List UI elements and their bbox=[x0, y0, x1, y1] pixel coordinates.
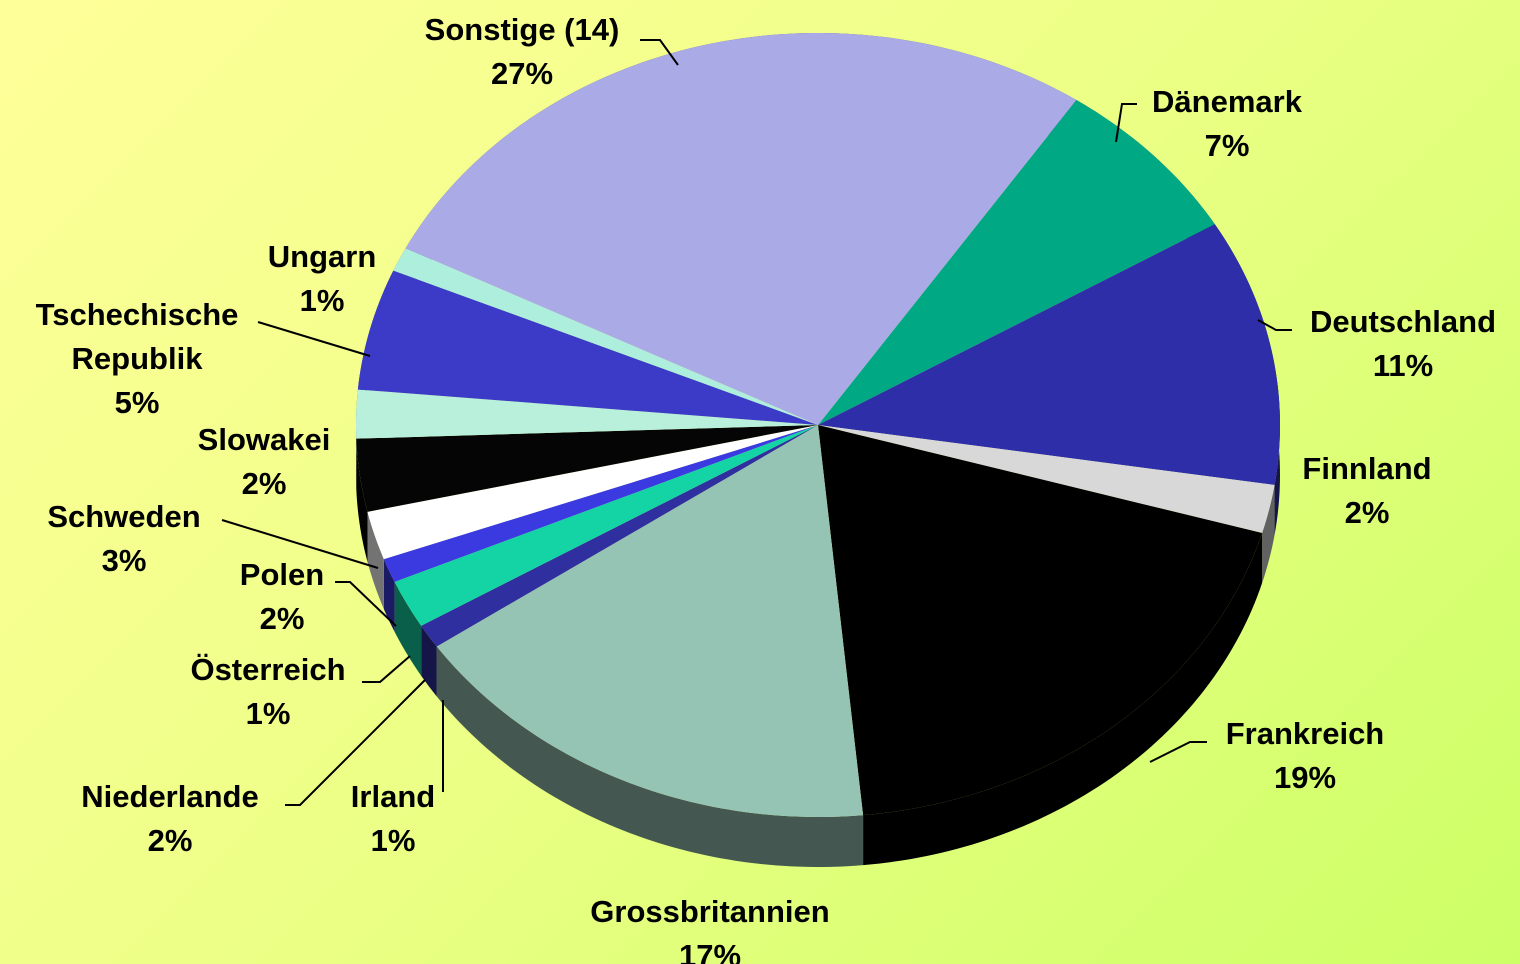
leader-line bbox=[257, 321, 371, 357]
value-label: 1% bbox=[245, 696, 291, 731]
category-label: Ungarn bbox=[267, 239, 377, 274]
slice bbox=[818, 425, 1263, 816]
slice-side bbox=[1262, 484, 1275, 584]
slice bbox=[818, 100, 1215, 425]
slice-side bbox=[421, 625, 437, 697]
category-label: Niederlande bbox=[81, 779, 259, 814]
slice-label: Tschechische Republik 5% bbox=[17, 293, 257, 425]
slice bbox=[818, 224, 1280, 485]
slice-label: Frankreich 19% bbox=[1145, 712, 1465, 800]
value-label: 3% bbox=[101, 543, 147, 578]
value-label: 2% bbox=[259, 601, 305, 636]
slice-label: Polen 2% bbox=[122, 553, 442, 641]
value-label: 2% bbox=[1344, 495, 1390, 530]
category-label: Tschechische Republik bbox=[35, 297, 239, 376]
category-label: Österreich bbox=[190, 652, 346, 687]
leader-line bbox=[362, 655, 411, 683]
category-label: Polen bbox=[239, 557, 325, 592]
value-label: 19% bbox=[1273, 760, 1337, 795]
leader-line bbox=[285, 679, 426, 806]
slice-label: Dänemark 7% bbox=[1067, 80, 1387, 168]
slice bbox=[357, 270, 818, 425]
slice-label: Slowakei 2% bbox=[104, 418, 424, 506]
slice bbox=[383, 425, 818, 582]
slice-label: Ungarn 1% bbox=[162, 235, 482, 323]
slice-side bbox=[356, 438, 368, 562]
category-label: Slowakei bbox=[197, 422, 331, 457]
category-label: Sonstige (14) bbox=[424, 12, 620, 47]
slice bbox=[367, 425, 818, 560]
category-label: Frankreich bbox=[1225, 716, 1385, 751]
leader-line bbox=[640, 39, 679, 66]
slice-label: Grossbritannien 17% bbox=[550, 890, 870, 964]
value-label: 11% bbox=[1372, 348, 1434, 383]
value-label: 2% bbox=[147, 823, 193, 858]
leader-line bbox=[1149, 741, 1207, 763]
slice bbox=[818, 425, 1275, 534]
value-label: 27% bbox=[490, 56, 554, 91]
value-label: 5% bbox=[114, 385, 160, 420]
leader-line bbox=[335, 581, 397, 627]
slice bbox=[394, 425, 818, 626]
leader-lines bbox=[221, 39, 1292, 806]
value-label: 1% bbox=[299, 283, 345, 318]
slice bbox=[436, 425, 864, 817]
category-label: Deutschland bbox=[1309, 304, 1497, 339]
slice-side bbox=[863, 533, 1263, 866]
slice bbox=[356, 389, 818, 439]
value-label: 2% bbox=[241, 466, 287, 501]
value-label: 1% bbox=[370, 823, 416, 858]
slice bbox=[356, 425, 818, 512]
slice bbox=[393, 248, 818, 425]
category-label: Grossbritannien bbox=[590, 894, 830, 929]
slice-side bbox=[394, 581, 422, 676]
slice-label: Finnland 2% bbox=[1207, 447, 1520, 535]
value-label: 17% bbox=[678, 938, 742, 964]
category-label: Dänemark bbox=[1152, 84, 1302, 119]
slice-label: Niederlande 2% bbox=[10, 775, 330, 863]
slice-label: Deutschland 11% bbox=[1243, 300, 1520, 388]
slice-side bbox=[367, 511, 384, 610]
category-label: Schweden bbox=[47, 499, 201, 534]
category-label: Finnland bbox=[1302, 451, 1432, 486]
slice-label: Irland 1% bbox=[233, 775, 553, 863]
leader-line bbox=[221, 519, 379, 569]
slice-label: Schweden 3% bbox=[0, 495, 284, 583]
slice bbox=[405, 33, 1077, 425]
pie-tops bbox=[356, 33, 1280, 817]
category-label: Irland bbox=[350, 779, 436, 814]
leader-line bbox=[1257, 319, 1292, 331]
value-label: 7% bbox=[1204, 128, 1250, 163]
leader-line bbox=[1115, 103, 1137, 143]
slice-label: Österreich 1% bbox=[108, 648, 428, 736]
slice-side bbox=[436, 646, 864, 867]
slice bbox=[421, 425, 818, 647]
slice-side bbox=[383, 559, 395, 632]
slice-label: Sonstige (14) 27% bbox=[362, 8, 682, 96]
